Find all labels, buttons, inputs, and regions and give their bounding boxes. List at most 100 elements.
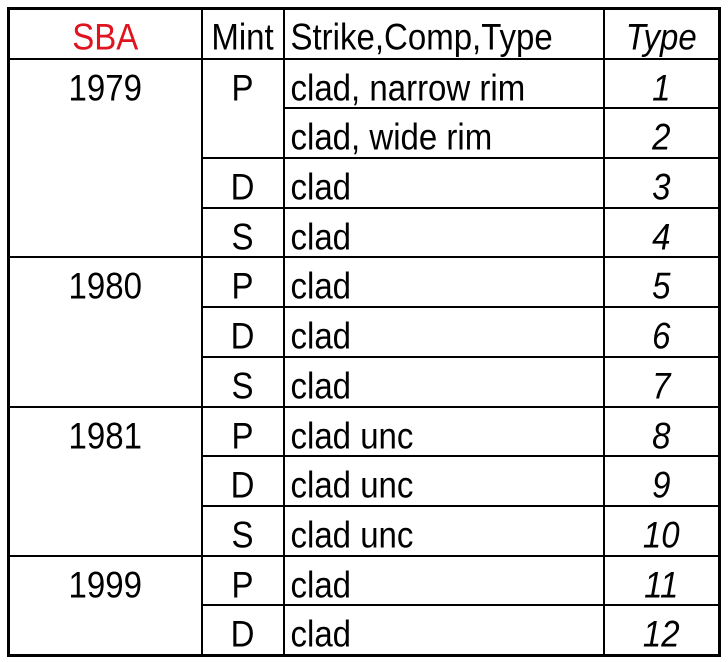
header-sba-text: SBA [72,16,139,58]
type-cell: 3 [602,157,721,209]
strike-cell-text: clad unc [290,414,414,456]
mint-cell: S [200,504,285,557]
type-cell: 12 [602,604,721,657]
type-cell-text: 1 [652,66,671,108]
type-cell-text: 4 [652,215,671,257]
year-cell: 1979 [7,57,203,259]
type-cell-text: 7 [652,364,671,406]
type-cell: 4 [602,206,721,259]
strike-cell-text: clad, narrow rim [290,66,526,108]
mint-cell-text: P [231,414,254,456]
header-mint: Mint [200,7,285,60]
type-cell: 10 [602,504,721,557]
header-sba: SBA [7,7,203,60]
strike-cell-text: clad, wide rim [290,116,493,158]
strike-cell: clad [282,206,605,259]
strike-cell: clad [282,604,605,657]
table-row: clad, wide rim 2 [9,107,721,160]
strike-cell: clad [282,355,605,408]
type-cell-text: 11 [644,563,679,605]
header-type-text: Type [625,16,697,58]
year-cell-text: 1981 [68,414,142,456]
header-strike-text: Strike,Comp,Type [290,16,553,58]
type-cell-text: 10 [642,513,680,556]
type-cell: 7 [602,355,721,408]
mint-cell: D [200,455,285,507]
strike-cell-text: clad unc [290,463,414,506]
strike-cell-text: clad unc [290,513,414,556]
mint-cell: D [200,306,285,358]
mint-cell-text: D [230,314,255,357]
year-cell-text: 1979 [68,66,142,108]
strike-cell-text: clad [290,364,352,406]
mint-cell: P [200,554,285,607]
mint-cell: D [200,157,285,209]
strike-cell: clad unc [282,455,605,507]
header-mint-text: Mint [211,16,274,58]
year-cell-text: 1980 [68,265,142,307]
mint-cell: S [200,355,285,408]
type-cell: 11 [602,554,721,607]
year-cell: 1980 [7,256,203,408]
strike-cell-text: clad [290,265,352,307]
strike-cell: clad unc [282,405,605,458]
mint-cell: P [200,57,285,160]
mint-cell: S [200,206,285,259]
header-row: SBA Mint Strike,Comp,Type Type [7,7,721,60]
type-cell: 9 [602,455,721,507]
strike-cell: clad [282,554,605,607]
header-type: Type [602,7,721,60]
strike-cell: clad [282,306,605,358]
type-cell-text: 8 [652,414,671,456]
type-cell-text: 3 [652,165,671,208]
mint-cell-text: P [231,265,254,307]
strike-cell-text: clad [290,314,352,357]
strike-cell-text: clad [290,563,352,605]
strike-cell-text: clad [290,215,352,257]
strike-cell: clad unc [282,504,605,557]
strike-cell: clad, narrow rim [282,57,605,110]
mint-cell-text: S [231,215,254,257]
mint-cell-text: P [231,66,254,108]
type-cell: 8 [602,405,721,458]
year-cell-text: 1999 [68,563,142,605]
type-cell: 5 [602,256,721,309]
year-cell: 1981 [7,405,203,557]
type-cell-text: 6 [652,314,671,357]
mint-cell-text: D [230,463,255,506]
type-cell-text: 5 [652,265,671,307]
type-cell: 1 [602,57,721,110]
header-strike: Strike,Comp,Type [282,7,605,60]
mint-cell-text: S [231,513,254,556]
strike-cell: clad [282,157,605,209]
mint-cell-text: D [230,612,255,655]
year-cell: 1999 [7,554,203,657]
type-cell-text: 2 [652,116,671,158]
strike-cell-text: clad [290,165,352,208]
mint-cell: P [200,256,285,309]
mint-cell: P [200,405,285,458]
mint-cell-text: P [231,563,254,605]
mint-cell-text: S [231,364,254,406]
strike-cell-text: clad [290,612,352,655]
strike-cell: clad, wide rim [282,107,605,160]
type-cell-text: 12 [642,612,680,655]
mint-cell: D [200,604,285,657]
strike-cell: clad [282,256,605,309]
mint-cell-text: D [230,165,255,208]
type-cell-text: 9 [652,463,671,506]
type-cell: 6 [602,306,721,358]
type-cell: 2 [602,107,721,160]
